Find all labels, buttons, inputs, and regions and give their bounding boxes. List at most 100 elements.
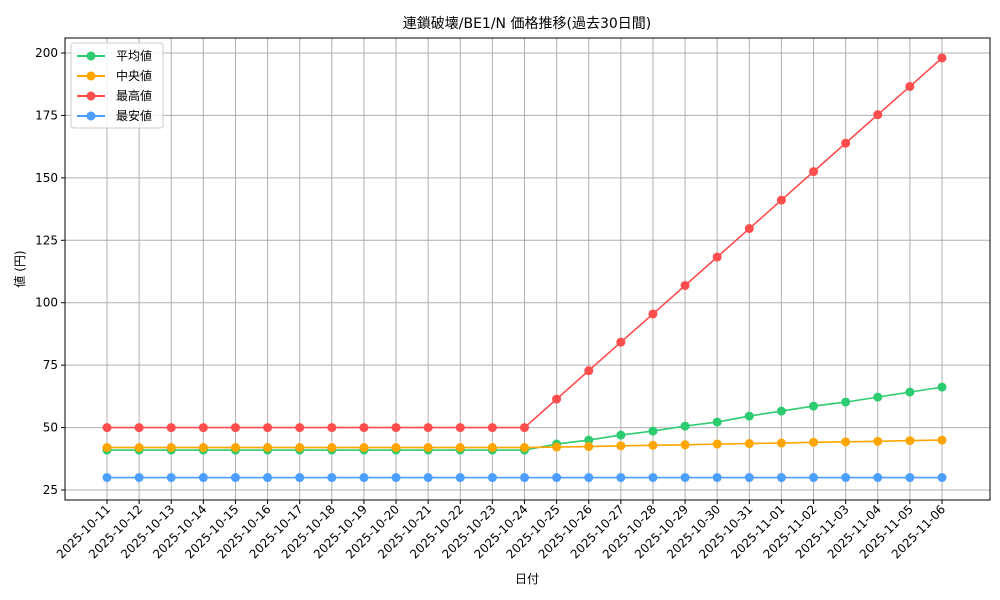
data-point	[584, 435, 594, 445]
data-point	[841, 437, 851, 447]
data-point	[455, 443, 465, 453]
data-point	[584, 442, 594, 452]
data-point	[166, 423, 176, 433]
data-point	[391, 423, 401, 433]
data-point	[937, 382, 947, 392]
data-point	[744, 473, 754, 483]
data-point	[102, 443, 112, 453]
y-tick-label: 50	[43, 421, 58, 435]
data-point	[520, 443, 529, 453]
data-point	[905, 387, 915, 397]
x-axis: 2025-10-112025-10-122025-10-132025-10-14…	[54, 500, 948, 561]
data-point	[712, 473, 722, 483]
data-point	[776, 438, 786, 448]
data-point	[873, 436, 883, 446]
data-point	[327, 423, 337, 433]
data-point	[263, 443, 273, 453]
data-point	[841, 397, 851, 407]
data-point	[134, 443, 144, 453]
data-point	[166, 443, 176, 453]
data-point	[712, 439, 722, 449]
data-point	[776, 406, 786, 416]
data-point	[487, 473, 497, 483]
data-point	[937, 435, 947, 445]
legend-box	[70, 42, 164, 129]
data-point	[198, 443, 208, 453]
data-point	[616, 337, 626, 347]
data-point	[391, 443, 401, 453]
data-point	[134, 473, 144, 483]
series-中央値	[102, 435, 947, 453]
chart-title: 連鎖破壊/BE1/N 価格推移(過去30日間)	[403, 16, 651, 32]
y-tick-label: 100	[35, 296, 58, 310]
data-point	[744, 439, 754, 449]
data-point	[102, 473, 112, 483]
data-point	[873, 473, 883, 483]
legend-label: 最高値	[116, 88, 152, 103]
y-tick-label: 75	[43, 358, 58, 372]
data-point	[905, 436, 915, 446]
data-point	[166, 473, 176, 483]
data-point	[423, 473, 433, 483]
data-point	[809, 437, 819, 447]
data-point	[841, 473, 851, 483]
data-point	[359, 473, 369, 483]
data-point	[198, 423, 208, 433]
data-point	[230, 443, 240, 453]
y-tick-label: 150	[35, 171, 58, 185]
data-point	[744, 411, 754, 421]
data-point	[327, 443, 337, 453]
data-point	[263, 473, 273, 483]
data-point	[295, 473, 305, 483]
data-point	[295, 443, 305, 453]
data-point	[359, 443, 369, 453]
legend-marker	[86, 51, 96, 61]
data-point	[680, 421, 690, 431]
data-point	[648, 440, 658, 450]
data-point	[680, 440, 690, 450]
y-tick-label: 175	[35, 108, 58, 122]
grid	[65, 38, 990, 500]
data-point	[809, 401, 819, 411]
legend-marker	[86, 71, 96, 81]
data-point	[841, 138, 851, 148]
data-point	[616, 430, 626, 440]
data-point	[873, 110, 883, 120]
data-point	[327, 473, 337, 483]
data-point	[230, 423, 240, 433]
data-point	[616, 473, 626, 483]
data-point	[809, 167, 819, 177]
data-point	[776, 473, 786, 483]
data-point	[937, 473, 947, 483]
legend-label: 中央値	[116, 68, 152, 83]
data-point	[102, 423, 112, 433]
legend-label: 平均値	[116, 48, 152, 63]
data-point	[391, 473, 401, 483]
data-point	[584, 366, 594, 376]
y-axis: 25 50 75 100 125 150 175 200	[35, 46, 65, 497]
data-point	[423, 443, 433, 453]
data-point	[616, 441, 626, 451]
series-group	[102, 53, 947, 483]
y-tick-label: 200	[35, 46, 58, 60]
y-tick-label: 25	[43, 483, 58, 497]
data-point	[230, 473, 240, 483]
data-point	[520, 473, 529, 483]
data-point	[680, 280, 690, 290]
data-point	[744, 224, 754, 234]
data-point	[809, 473, 819, 483]
x-axis-label: 日付	[515, 572, 539, 586]
data-point	[648, 309, 658, 319]
data-point	[937, 53, 947, 63]
plot-frame	[64, 37, 991, 501]
series-最高値	[102, 53, 947, 433]
data-point	[359, 423, 369, 433]
data-point	[648, 426, 658, 436]
data-point	[552, 473, 562, 483]
data-point	[263, 423, 273, 433]
data-point	[423, 423, 433, 433]
legend-marker	[86, 91, 96, 101]
data-point	[295, 423, 305, 433]
data-point	[520, 423, 529, 433]
